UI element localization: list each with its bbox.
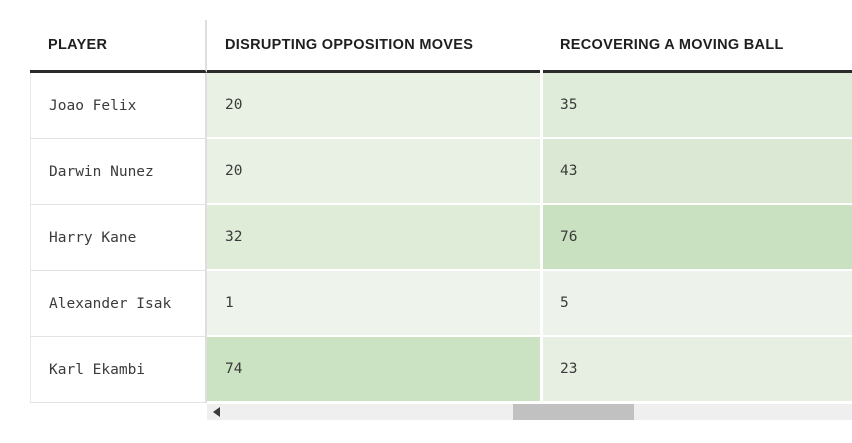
stats-table: PLAYER DISRUPTING OPPOSITION MOVES RECOV…: [30, 20, 852, 403]
table-row: Harry Kane 32 76: [30, 205, 852, 271]
recovering-value-cell: 43: [543, 139, 852, 205]
player-name-cell: Harry Kane: [30, 205, 207, 271]
recovering-value-cell: 23: [543, 337, 852, 403]
recovering-value-cell: 35: [543, 73, 852, 139]
disrupting-value-cell: 74: [207, 337, 540, 403]
scrollbar-thumb[interactable]: [513, 404, 634, 420]
horizontal-scrollbar[interactable]: [207, 404, 852, 420]
table-row: Karl Ekambi 74 23: [30, 337, 852, 403]
disrupting-value-cell: 20: [207, 139, 540, 205]
table-row: Alexander Isak 1 5: [30, 271, 852, 337]
disrupting-value-cell: 32: [207, 205, 540, 271]
table-header-row: PLAYER DISRUPTING OPPOSITION MOVES RECOV…: [30, 20, 852, 73]
column-header-player: PLAYER: [30, 20, 207, 73]
table-row: Joao Felix 20 35: [30, 73, 852, 139]
player-name-cell: Karl Ekambi: [30, 337, 207, 403]
player-name-cell: Darwin Nunez: [30, 139, 207, 205]
scrollbar-left-arrow-icon[interactable]: [213, 407, 220, 417]
recovering-value-cell: 76: [543, 205, 852, 271]
disrupting-value-cell: 1: [207, 271, 540, 337]
column-header-recovering-a-moving-ball: RECOVERING A MOVING BALL: [543, 20, 852, 73]
column-header-disrupting-opposition-moves: DISRUPTING OPPOSITION MOVES: [207, 20, 540, 73]
recovering-value-cell: 5: [543, 271, 852, 337]
disrupting-value-cell: 20: [207, 73, 540, 139]
table-row: Darwin Nunez 20 43: [30, 139, 852, 205]
player-name-cell: Alexander Isak: [30, 271, 207, 337]
player-name-cell: Joao Felix: [30, 73, 207, 139]
